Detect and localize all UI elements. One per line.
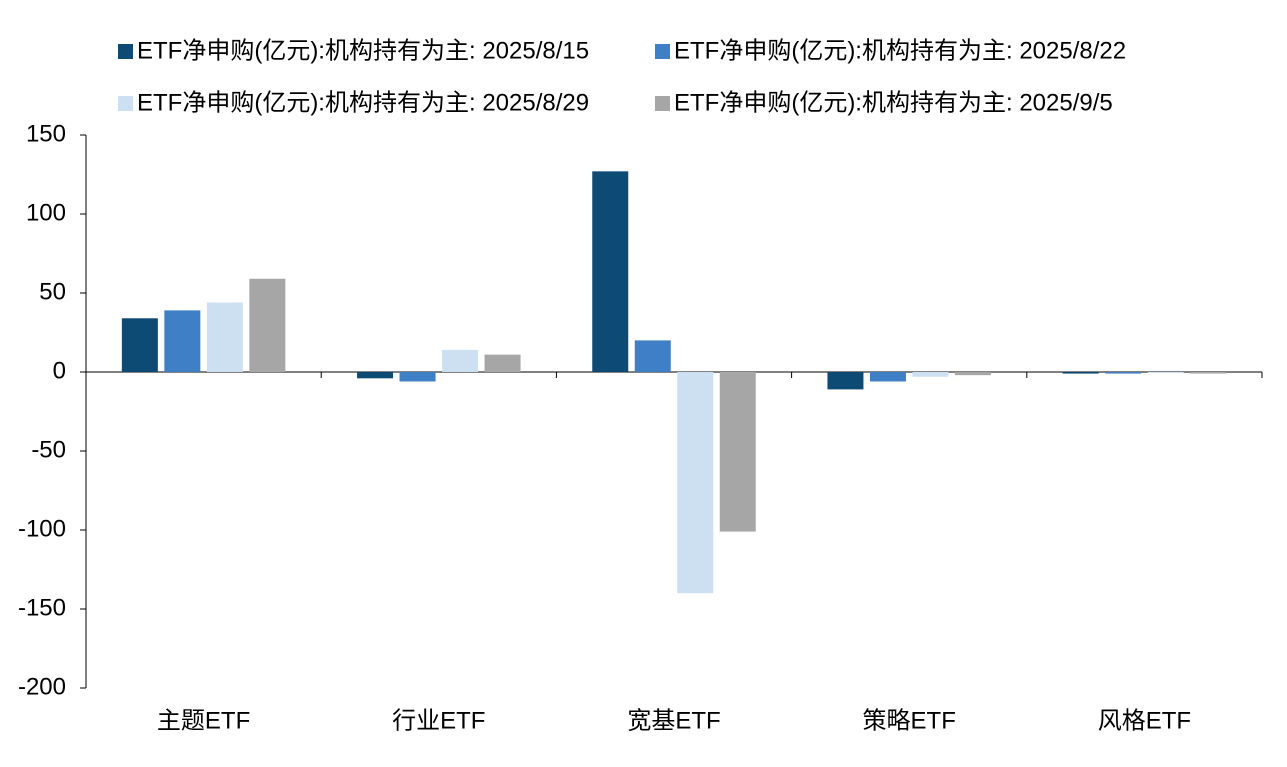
y-tick-label: 50 [39,278,66,305]
bar [164,310,201,372]
bar [399,372,436,382]
legend-label: ETF净申购(亿元):机构持有为主: 2025/8/22 [674,37,1126,64]
x-tick-label: 宽基ETF [627,707,720,734]
legend-label: ETF净申购(亿元):机构持有为主: 2025/8/29 [137,89,589,116]
bar [869,372,906,382]
y-tick-label: -100 [18,515,66,542]
bar [677,372,714,594]
bar [1105,372,1142,374]
bar [357,372,394,379]
bar [912,372,949,377]
legend-swatch [118,44,133,59]
y-tick-label: -200 [18,673,66,700]
legend-swatch [118,96,133,111]
y-tick-label: -150 [18,594,66,621]
y-tick-label: 0 [53,357,66,384]
bar [1062,372,1099,374]
bar [954,372,991,376]
bar [121,318,158,372]
bar [827,372,864,390]
y-tick-label: -50 [31,436,66,463]
x-tick-label: 主题ETF [157,707,250,734]
bar [592,171,629,372]
bar [249,278,286,372]
bar [719,372,756,532]
x-tick-label: 行业ETF [392,707,485,734]
bar [442,349,479,372]
y-tick-label: 150 [26,120,66,147]
y-tick-label: 100 [26,199,66,226]
legend-swatch [655,44,670,59]
bar [1190,372,1227,374]
bar [1147,372,1184,373]
x-tick-label: 风格ETF [1098,707,1191,734]
legend-swatch [655,96,670,111]
legend-label: ETF净申购(亿元):机构持有为主: 2025/8/15 [137,37,589,64]
bar [206,302,243,372]
legend-label: ETF净申购(亿元):机构持有为主: 2025/9/5 [674,89,1113,116]
x-tick-label: 策略ETF [863,707,956,734]
bar [484,354,521,372]
bar [634,340,671,372]
